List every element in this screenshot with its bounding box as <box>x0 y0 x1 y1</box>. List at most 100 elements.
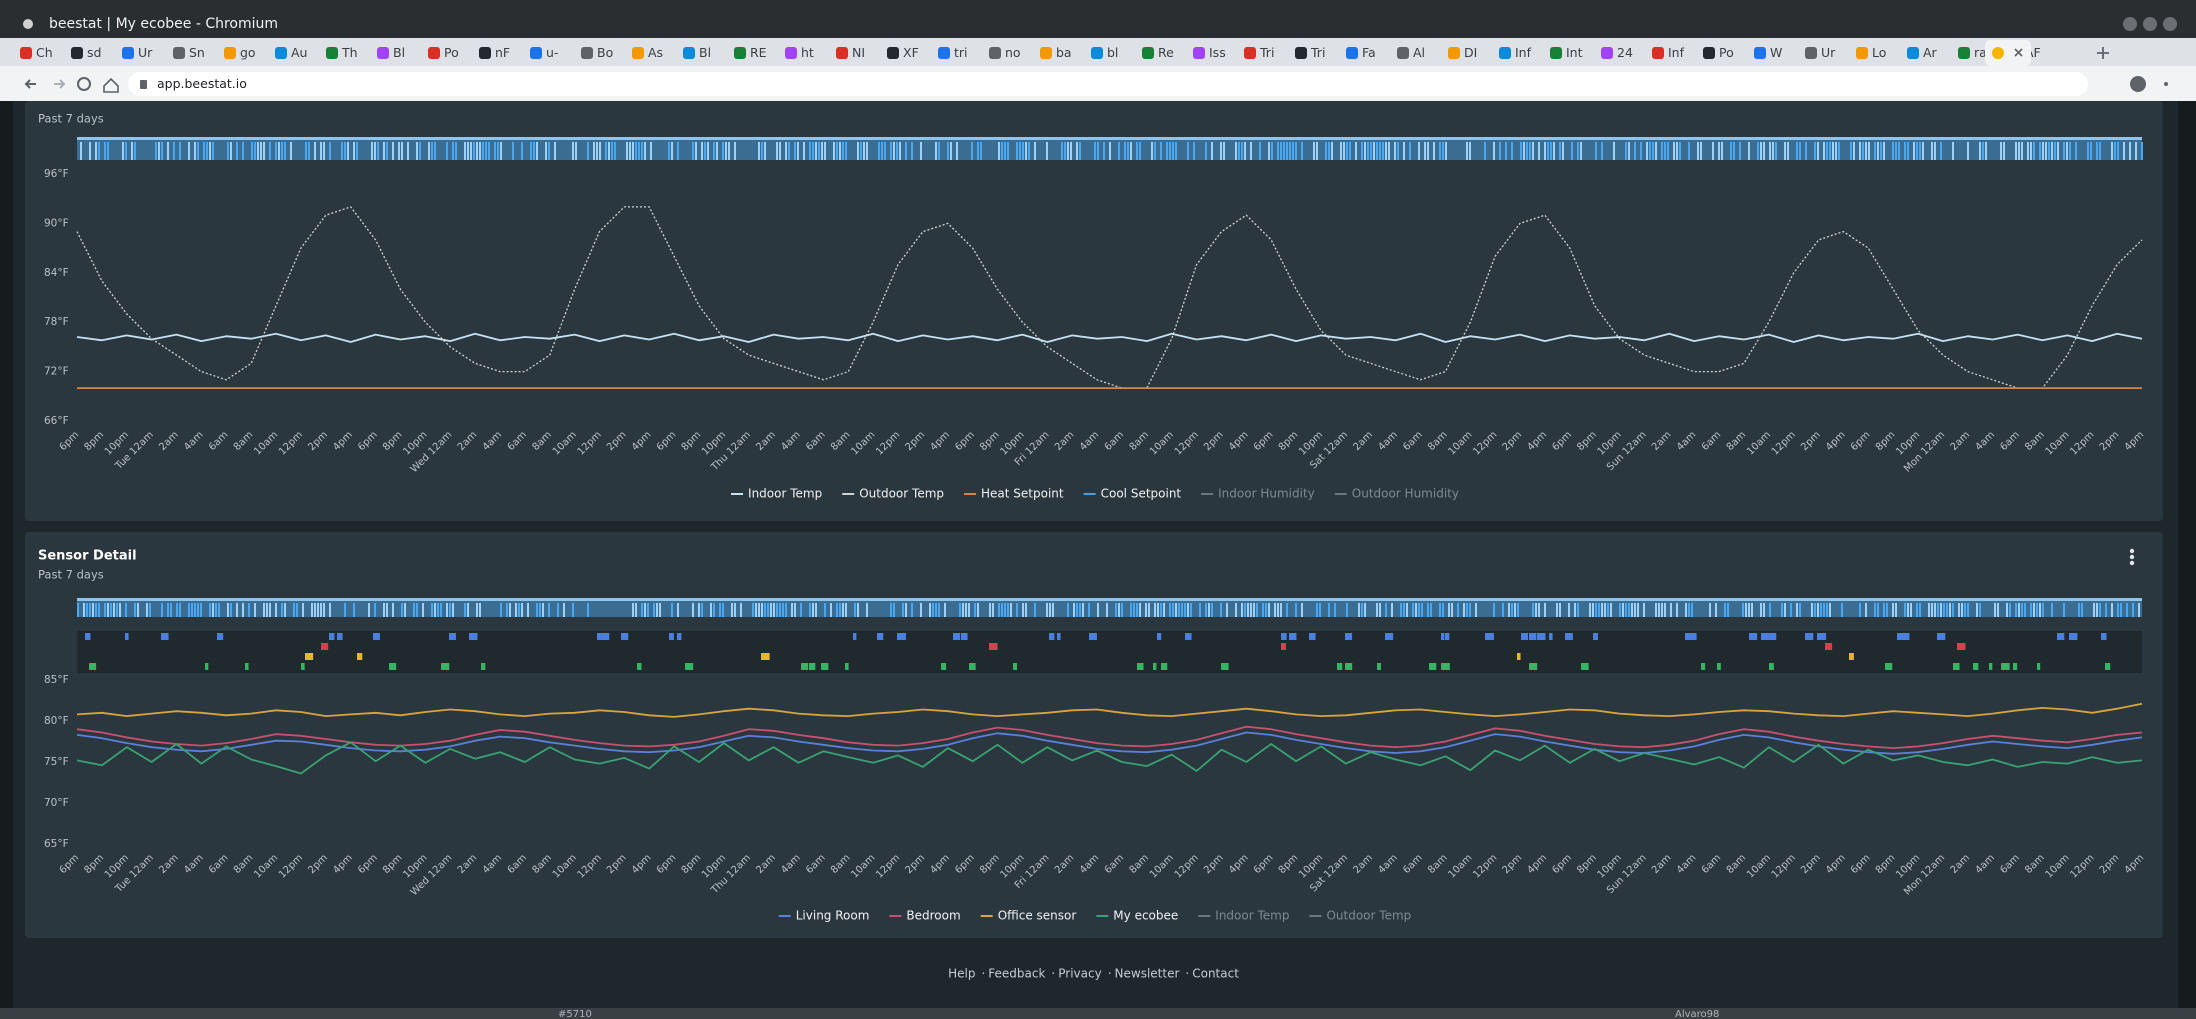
tab-label[interactable]: go <box>240 45 256 60</box>
sensor-card <box>25 532 2163 938</box>
legend-label[interactable]: My ecobee <box>1113 909 1178 923</box>
maximize-button[interactable] <box>2143 17 2157 31</box>
menu-dot[interactable] <box>2164 82 2168 86</box>
tab-label[interactable]: tri <box>954 45 968 60</box>
legend-label[interactable]: Outdoor Temp <box>859 487 944 501</box>
tab-label[interactable]: RE <box>750 45 767 60</box>
runtime-segment <box>1883 142 1885 160</box>
legend-label[interactable]: Heat Setpoint <box>981 487 1064 501</box>
omnibox[interactable] <box>128 72 2088 96</box>
tab-label[interactable]: DI <box>1464 45 1477 60</box>
tab-label[interactable]: Fa <box>1362 45 1376 60</box>
runtime-segment <box>1070 142 1072 160</box>
tab-label[interactable]: NI <box>852 45 865 60</box>
runtime-segment <box>2030 603 2032 617</box>
url[interactable]: app.beestat.io <box>157 76 247 91</box>
tab-label[interactable]: W <box>1770 45 1782 60</box>
legend-label[interactable]: Cool Setpoint <box>1101 487 1182 501</box>
tab-label[interactable]: Au <box>291 45 307 60</box>
active-tab[interactable] <box>1985 40 2031 66</box>
runtime-segment <box>1439 603 1441 617</box>
runtime-segment <box>293 603 295 617</box>
runtime-segment <box>527 603 529 617</box>
tab-label[interactable]: Ur <box>138 45 153 60</box>
runtime-segment <box>1904 142 1906 160</box>
card-menu-dot[interactable] <box>2130 549 2134 553</box>
minimize-button[interactable] <box>2123 17 2137 31</box>
tab-label[interactable]: Ar <box>1923 45 1938 60</box>
tab-label[interactable]: u- <box>546 45 558 60</box>
footer-link[interactable]: Contact <box>1192 967 1239 981</box>
footer-link[interactable]: Feedback <box>988 967 1045 981</box>
card-menu-dot[interactable] <box>2130 555 2134 559</box>
runtime-segment <box>374 603 376 617</box>
tab-label[interactable]: Bl <box>393 45 405 60</box>
runtime-segment <box>1235 603 1237 617</box>
tab-label[interactable]: ht <box>801 45 814 60</box>
footer-link[interactable]: Privacy <box>1058 967 1101 981</box>
runtime-segment <box>1940 603 1942 617</box>
tab-label[interactable]: Inf <box>1668 45 1685 60</box>
tab-label[interactable]: ba <box>1056 45 1072 60</box>
tab-label[interactable]: nF <box>495 45 510 60</box>
tab-label[interactable]: Tri <box>1310 45 1325 60</box>
legend-label[interactable]: Indoor Temp <box>1215 909 1289 923</box>
runtime-segment <box>1385 603 1387 617</box>
runtime-segment <box>1139 142 1141 160</box>
card-menu-dot[interactable] <box>2130 561 2134 565</box>
tab-label[interactable]: Ch <box>36 45 53 60</box>
tab-label[interactable]: Re <box>1158 45 1174 60</box>
tab-icon <box>1499 47 1511 59</box>
runtime-segment <box>440 603 442 617</box>
runtime-segment <box>1223 142 1225 160</box>
runtime-segment <box>437 603 439 617</box>
runtime-segment <box>1388 142 1390 160</box>
tab-label[interactable]: Po <box>1719 45 1734 60</box>
legend-label[interactable]: Outdoor Temp <box>1326 909 1411 923</box>
tab-label[interactable]: Bo <box>597 45 613 60</box>
runtime-segment <box>452 142 454 160</box>
tab-label[interactable]: As <box>648 45 663 60</box>
tab-label[interactable]: XF <box>903 45 919 60</box>
tab-label[interactable]: Iss <box>1209 45 1226 60</box>
tab-label[interactable]: no <box>1005 45 1021 60</box>
legend-label[interactable]: Indoor Humidity <box>1218 487 1315 501</box>
runtime-segment <box>242 142 244 160</box>
close-button[interactable] <box>2163 17 2177 31</box>
tab-label[interactable]: Sn <box>189 45 205 60</box>
runtime-segment <box>776 142 778 160</box>
tab-label[interactable]: Th <box>341 45 358 60</box>
legend-label[interactable]: Living Room <box>796 909 870 923</box>
tab-label[interactable]: Tri <box>1259 45 1274 60</box>
tab-label[interactable]: 24 <box>1617 45 1633 60</box>
legend-label[interactable]: Indoor Temp <box>748 487 822 501</box>
runtime-segment <box>95 603 97 617</box>
tab-label[interactable]: Inf <box>1515 45 1532 60</box>
tab-label[interactable]: ra <box>1974 45 1987 60</box>
tab-label[interactable]: Int <box>1566 45 1583 60</box>
profile-button[interactable] <box>2130 76 2146 92</box>
footer-link[interactable]: Help <box>948 967 975 981</box>
legend-label[interactable]: Office sensor <box>998 909 1077 923</box>
runtime-segment <box>1400 603 1402 617</box>
runtime-segment <box>2105 603 2107 617</box>
tab-label[interactable]: Po <box>444 45 459 60</box>
runtime-segment <box>575 142 577 160</box>
runtime-segment <box>206 142 208 160</box>
occupancy-mark <box>1057 633 1061 640</box>
tab-label[interactable]: Al <box>1413 45 1425 60</box>
runtime-segment <box>1136 142 1138 160</box>
runtime-segment <box>1553 142 1555 160</box>
runtime-segment <box>323 142 325 160</box>
tab-label[interactable]: bl <box>1107 45 1118 60</box>
legend-label[interactable]: Bedroom <box>906 909 960 923</box>
runtime-segment <box>1952 603 1954 617</box>
tab-label[interactable]: Bl <box>699 45 711 60</box>
legend-label[interactable]: Outdoor Humidity <box>1352 487 1459 501</box>
footer-link[interactable]: Newsletter <box>1115 967 1180 981</box>
runtime-segment <box>1220 142 1222 160</box>
tab-label[interactable]: Ur <box>1821 45 1836 60</box>
tab-label[interactable]: Lo <box>1872 45 1886 60</box>
occupancy-mark <box>337 633 343 640</box>
tab-label[interactable]: sd <box>87 45 101 60</box>
